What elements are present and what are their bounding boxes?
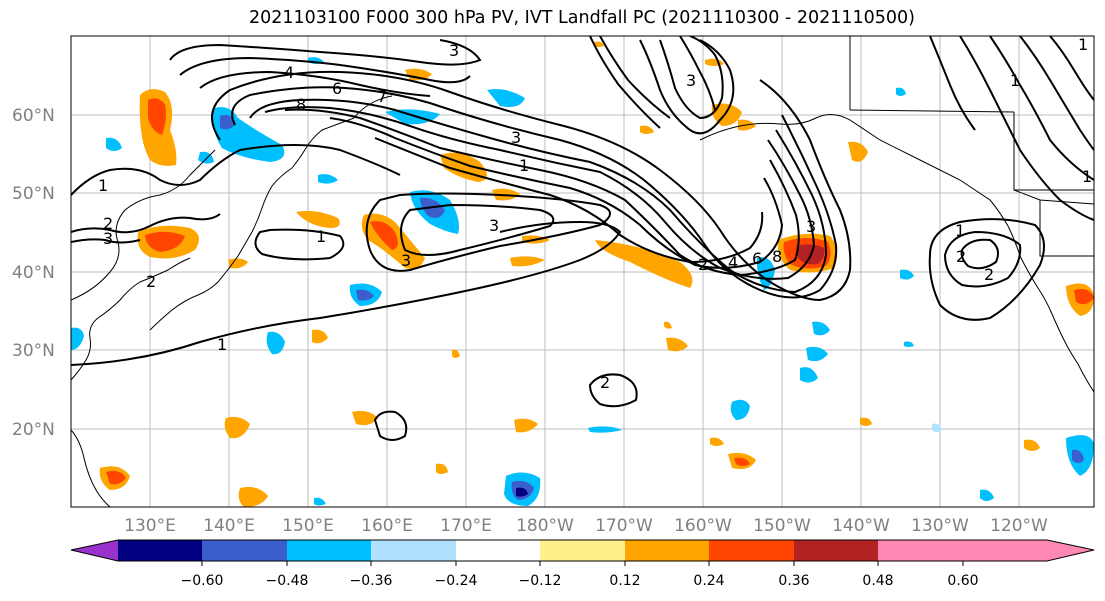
lat-label: 30°N [12,341,55,361]
colorbar-tick-label: 0.24 [693,573,724,589]
colorbar-tick-label: −0.60 [181,573,224,589]
coastlines [71,36,1094,507]
contour-label: 7 [377,87,387,106]
contour-label: 3 [686,71,696,90]
contour-label: 8 [772,247,782,266]
longitude-labels: 130°E 140°E 150°E 160°E 170°E 180°W 170°… [124,516,1048,536]
contour-labels: 1 2 3 4 6 7 8 3 1 3 1 2 3 2 1 2 4 6 8 1 … [98,35,1092,392]
colorbar-ticks [201,561,964,566]
contour-label: 1 [1082,167,1092,186]
pv-shading [71,41,1094,507]
contour-label: 1 [98,176,108,195]
lon-label: 120°W [990,516,1048,536]
colorbar-bin [878,540,963,561]
lon-label: 160°W [674,516,732,536]
colorbar-bin [709,540,794,561]
colorbar-bin [625,540,709,561]
contour-label: 3 [449,41,459,60]
map-frame [70,35,1095,508]
lon-label: 140°E [203,516,255,536]
contour-label: 6 [332,79,342,98]
contour-label: 3 [806,217,816,236]
contour-label: 3 [401,251,411,270]
contour-label: 1 [1078,35,1088,54]
colorbar-tick-label: −0.48 [266,573,309,589]
lon-label: 160°E [361,516,413,536]
contour-label: 3 [489,216,499,235]
colorbar-tick-label: 0.48 [862,573,893,589]
lat-label: 60°N [12,106,55,126]
lat-label: 20°N [12,420,55,440]
colorbar-tick-label: −0.12 [519,573,562,589]
contour-label: 3 [511,128,521,147]
colorbar-tick-label: −0.24 [435,573,478,589]
contour-label: 1 [217,335,227,354]
contour-label: 6 [752,249,762,268]
lon-label: 170°W [595,516,653,536]
colorbar-tick-label: −0.36 [350,573,393,589]
colorbar-tick-label: 0.12 [609,573,640,589]
lon-label: 130°W [911,516,969,536]
contour-label: 1 [955,221,965,240]
lat-label: 40°N [12,263,55,283]
colorbar-bin [202,540,287,561]
colorbar: −0.60 −0.48 −0.36 −0.24 −0.12 0.12 0.24 … [70,539,1095,589]
lon-label: 180°W [516,516,574,536]
pv-contours [71,36,1094,441]
colorbar-tick-label: 0.36 [778,573,809,589]
colorbar-outline [70,539,1095,562]
contour-label: 3 [103,229,113,248]
contour-label: 2 [956,247,966,266]
map-title: 2021103100 F000 300 hPa PV, IVT Landfall… [248,8,916,28]
contour-label: 2 [146,272,156,291]
lon-label: 150°E [282,516,334,536]
contour-label: 1 [316,227,326,246]
colorbar-tick-label: 0.60 [947,573,978,589]
colorbar-extend-low [71,540,118,561]
colorbar-bin [794,540,878,561]
latitude-labels: 60°N 50°N 40°N 30°N 20°N [12,106,55,440]
contour-label: 4 [728,253,738,272]
colorbar-bin [456,540,540,561]
contour-label: 1 [519,156,529,175]
contour-label: 2 [103,214,113,233]
lon-label: 140°W [832,516,890,536]
colorbar-bin [287,540,371,561]
colorbar-bin [371,540,456,561]
contour-label: 2 [600,373,610,392]
contour-label: 4 [284,63,294,82]
contour-label: 1 [1010,71,1020,90]
lon-label: 170°E [440,516,492,536]
lat-label: 50°N [12,184,55,204]
lon-label: 130°E [124,516,176,536]
contour-label: 2 [984,265,994,284]
colorbar-bin [540,540,625,561]
contour-label: 8 [296,95,306,114]
contour-label: 2 [698,255,708,274]
lon-label: 150°W [753,516,811,536]
colorbar-bin [118,540,202,561]
